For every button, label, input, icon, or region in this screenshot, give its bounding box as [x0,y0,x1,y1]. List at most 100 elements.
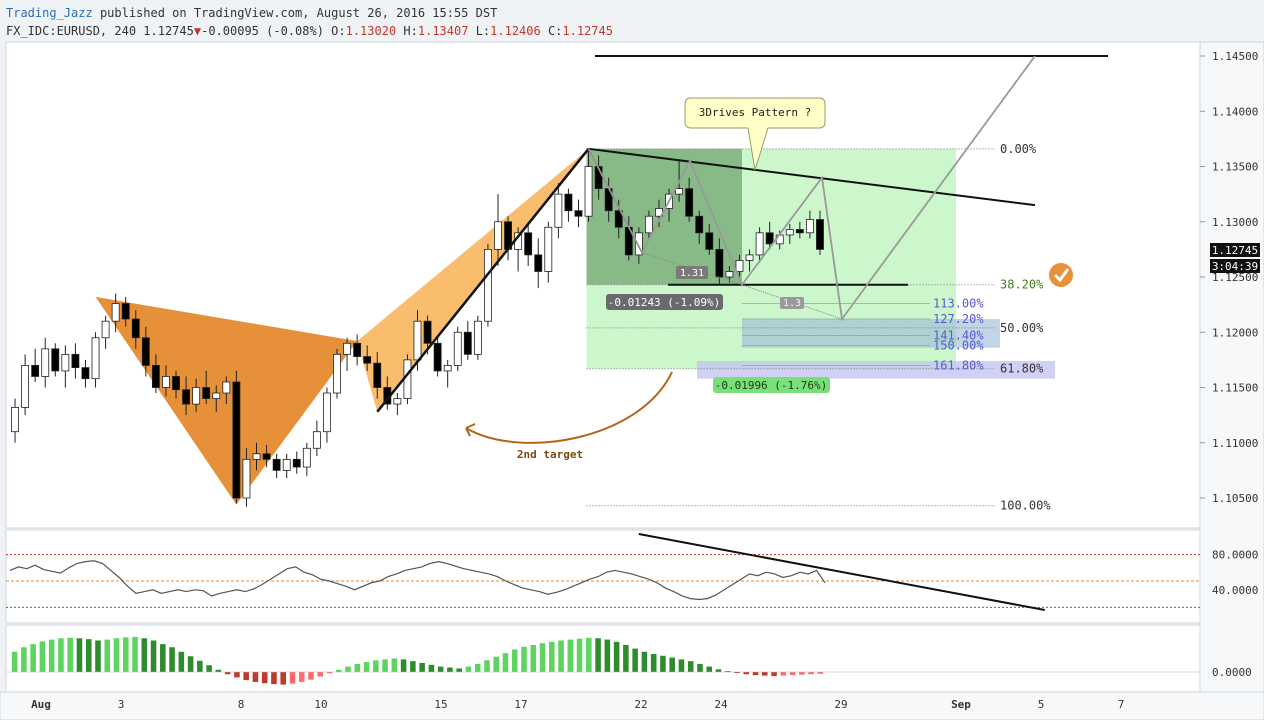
uptrend-line[interactable] [376,148,590,413]
price-tick-label: 1.13500 [1212,161,1258,174]
current-price-text: 1.12745 [1212,244,1258,257]
osc-bar [363,662,370,672]
osc-bar [799,672,805,675]
osc-bar [549,641,555,672]
candle-body [685,188,694,217]
candle [212,385,221,412]
time-axis[interactable] [0,691,1264,720]
osc-bar [474,663,481,672]
osc-bar [410,661,416,672]
candle [21,354,30,416]
osc-bar [122,637,129,672]
osc-bar [428,664,435,672]
osc-bar [604,639,611,672]
candle [785,223,794,244]
candle-body [91,337,100,380]
extension-zone-blue[interactable] [742,318,1000,348]
osc-bar [650,654,657,672]
candle [393,393,402,416]
time-tick-label: 17 [514,698,527,711]
osc-bar [641,651,648,672]
fib-label: 50.00% [1000,321,1044,335]
osc-bar [808,672,814,675]
ratio-badge-2: 1.3 [780,297,804,309]
candle-body [71,353,80,369]
fib-label: 100.00% [1000,499,1051,513]
ohlc-open: 1.13020 [345,24,397,38]
resistance-line[interactable] [588,147,1036,207]
candle [725,265,734,283]
author-link[interactable]: Trading_Jazz [6,6,93,20]
candle-body [564,193,573,212]
candle-body [262,453,271,460]
rsi-line[interactable] [9,560,826,601]
rsi-trend-line[interactable] [638,533,1045,611]
change-arrow-icon: ▼ [193,24,202,38]
candle-body [463,331,472,355]
candle-body [182,389,191,405]
rsi-pane [5,529,1201,624]
osc-bar [511,649,518,672]
candle-body [785,229,794,236]
candle-body [423,320,432,344]
candle [484,243,492,327]
candle-body [202,387,211,399]
osc-bar [150,640,157,672]
candle [81,359,90,388]
osc-bar [215,669,222,672]
fib-label: 38.20% [1000,278,1044,292]
symbol-label[interactable]: FX_IDC:EURUSD, 240 [6,24,137,38]
candle-body [21,364,30,408]
osc-bar [669,657,675,672]
price-tick-label: 1.14000 [1212,105,1258,118]
check-badge-icon[interactable] [1049,263,1073,287]
time-tick-label: 10 [314,698,327,711]
candle-body [61,353,70,372]
candle [353,334,362,366]
measure-light-badge: -0.01996 (-1.76%) [713,377,830,393]
osc-bar [484,660,490,672]
candle-body [484,248,492,322]
measure-dark-badge: -0.01243 (-1.09%) [606,294,723,310]
osc-bar [502,653,509,672]
osc-bar [743,672,750,675]
price-tick-label: 1.11000 [1212,437,1258,450]
osc-bar [317,672,324,677]
candle-body [554,193,563,228]
osc-bar [280,672,286,685]
candle-body [111,303,120,322]
candle-body [31,364,40,377]
candle-body [312,431,321,449]
osc-bar [298,672,305,682]
time-tick-label: 3 [118,698,125,711]
candle-body [41,348,50,377]
ratio-text-2: 1.3 [783,298,801,309]
candle [172,370,180,399]
candle [695,210,704,244]
osc-bar [178,651,185,672]
candle-body [524,232,533,256]
osc-bar [104,639,111,672]
ohlc-open-label: O: [331,24,346,38]
candle [41,337,50,388]
osc-bar [243,672,249,681]
candle-body [675,188,684,195]
candle [715,238,724,285]
candle-body [282,458,291,471]
candle [282,453,291,479]
target-box-upper[interactable] [742,148,956,285]
osc-bar [752,672,759,676]
candle [151,354,160,394]
candle [71,343,80,379]
candle [735,254,744,277]
candle [162,365,170,397]
time-tick-label: 22 [634,698,647,711]
candle-body [705,232,714,250]
osc-bar [95,640,101,672]
callout-bubble[interactable]: 3Drives Pattern ? [684,97,826,171]
measure-dark-text: -0.01243 (-1.09%) [608,296,721,309]
ratio-badge-1: 1.31 [676,266,708,279]
candle [323,387,331,443]
fib-label: 0.00% [1000,142,1037,156]
